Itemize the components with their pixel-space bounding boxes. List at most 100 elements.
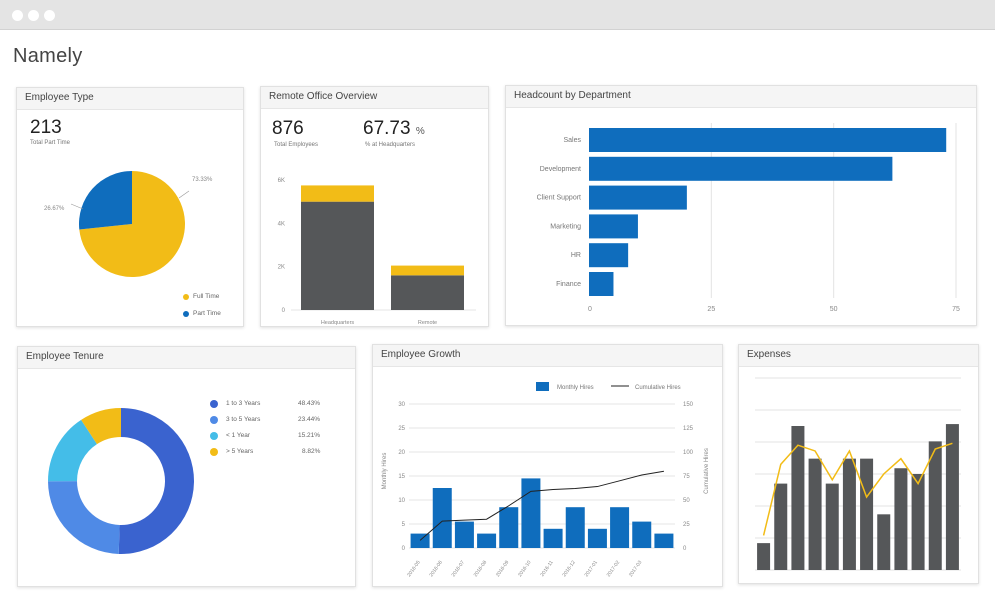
legend-label-3-5-years: 3 to 5 Years bbox=[226, 416, 261, 423]
card-title: Employee Growth bbox=[381, 349, 461, 360]
legend-full-time-label: Full Time bbox=[193, 293, 220, 300]
headquarters-percent-value: 67.73 bbox=[363, 118, 411, 139]
bar-expense bbox=[774, 483, 788, 570]
callout-line bbox=[178, 190, 190, 199]
donut-slice-3 bbox=[48, 419, 97, 482]
legend-cumulative-hires-label: Cumulative Hires bbox=[635, 385, 681, 391]
employee-growth-chart: Monthly Hires Cumulative Hires 0 5 10 15 20 25 3… bbox=[382, 382, 710, 579]
bar-client-support bbox=[589, 185, 687, 210]
x-tick-label: 2016-08 bbox=[473, 560, 489, 579]
line-cumulative-hires bbox=[419, 470, 665, 541]
y-tick-label: Marketing bbox=[550, 223, 581, 230]
y-axis-label: Monthly Hires bbox=[382, 453, 388, 490]
card-title: Headcount by Department bbox=[514, 90, 631, 101]
employee-growth-card: Employee Growth Monthly Hires Cumulative … bbox=[372, 344, 723, 587]
bar-marketing bbox=[589, 214, 638, 239]
bar-development bbox=[589, 156, 893, 181]
bar-monthly-hires bbox=[587, 528, 607, 548]
window-minimize-button[interactable] bbox=[28, 10, 39, 21]
pie-label-part-time: 26.67% bbox=[44, 206, 65, 212]
part-time-count-label: Total Part Time bbox=[30, 140, 71, 146]
bar-finance bbox=[589, 272, 614, 296]
legend-value-under-1-year: 15.21% bbox=[298, 432, 321, 439]
y-tick-label: 0 bbox=[402, 546, 406, 552]
legend-swatch-over-5-years bbox=[210, 448, 218, 456]
x-tick-label: 0 bbox=[588, 306, 592, 313]
x-tick-label: 50 bbox=[830, 306, 838, 313]
expenses-chart bbox=[755, 377, 961, 571]
remote-office-card: Remote Office Overview 876 Total Employe… bbox=[260, 86, 489, 327]
legend-monthly-hires-label: Monthly Hires bbox=[557, 385, 594, 391]
window-close-button[interactable] bbox=[12, 10, 23, 21]
y-tick-label: Finance bbox=[556, 281, 581, 288]
tenure-donut-chart bbox=[48, 408, 195, 554]
legend-swatch-3-5-years bbox=[210, 416, 218, 424]
y-tick-label: 20 bbox=[398, 450, 405, 456]
card-title: Expenses bbox=[747, 349, 791, 360]
bar-expense bbox=[894, 468, 908, 570]
y-tick-label: 0 bbox=[282, 308, 286, 314]
headquarters-percent: 67.73 % bbox=[363, 118, 425, 140]
x-tick-label: 2016-05 bbox=[406, 560, 422, 579]
legend-value-over-5-years: 8.82% bbox=[302, 448, 321, 455]
x-tick-label: 2016-07 bbox=[451, 560, 467, 579]
card-header: Remote Office Overview bbox=[261, 87, 488, 109]
y2-axis-label: Cumulative Hires bbox=[704, 448, 710, 494]
y-tick-label: 25 bbox=[398, 426, 405, 432]
card-header: Employee Type bbox=[17, 88, 243, 110]
y-tick-label: 4K bbox=[278, 221, 285, 227]
y-tick-label: 10 bbox=[398, 498, 405, 504]
x-tick-label: 2016-11 bbox=[539, 560, 554, 578]
bar-monthly-hires bbox=[454, 521, 474, 548]
headcount-card: Headcount by Department 0 25 50 75 Sales Deve… bbox=[505, 85, 977, 326]
x-tick-label: 2016-12 bbox=[561, 560, 577, 579]
percent-sign: % bbox=[415, 126, 425, 137]
bar-monthly-hires bbox=[610, 507, 630, 548]
x-tick-label: 2016-10 bbox=[517, 560, 533, 579]
legend-value-1-3-years: 48.43% bbox=[298, 400, 321, 407]
employee-tenure-card: Employee Tenure 1 to 3 Years 48.43% 3 to… bbox=[17, 346, 356, 587]
bar-expense bbox=[911, 474, 925, 570]
bar-expense bbox=[791, 426, 805, 570]
x-tick-label: Remote bbox=[418, 320, 437, 326]
donut-slice-1 bbox=[118, 408, 195, 554]
bar-expense bbox=[757, 543, 771, 570]
bar-remote-full-time bbox=[391, 275, 464, 310]
part-time-count: 213 bbox=[30, 117, 62, 138]
y-tick-label: 5 bbox=[402, 522, 406, 528]
bar-expense bbox=[945, 424, 959, 570]
bar-expense bbox=[825, 483, 839, 570]
card-header: Headcount by Department bbox=[506, 86, 976, 108]
bar-expense bbox=[877, 514, 891, 570]
bar-sales bbox=[589, 128, 947, 152]
y2-tick-label: 25 bbox=[683, 522, 690, 528]
bar-hr bbox=[589, 243, 629, 268]
bar-monthly-hires bbox=[565, 507, 585, 548]
y2-tick-label: 0 bbox=[683, 546, 687, 552]
bar-monthly-hires bbox=[654, 533, 674, 548]
bar-monthly-hires bbox=[432, 488, 452, 548]
legend-monthly-hires-swatch bbox=[536, 382, 549, 391]
bar-monthly-hires bbox=[521, 478, 541, 548]
y-tick-label: HR bbox=[571, 252, 581, 259]
y-tick-label: Sales bbox=[563, 137, 581, 144]
y-tick-label: Client Support bbox=[537, 195, 581, 202]
bar-headquarters-part-time bbox=[301, 185, 374, 202]
bar-remote-part-time bbox=[391, 265, 464, 276]
employee-type-card: Employee Type 213 Total Part Time 73.33%… bbox=[16, 87, 244, 327]
legend-swatch-1-3-years bbox=[210, 400, 218, 408]
headcount-bar-chart: 0 25 50 75 Sales Development Client Support Mar… bbox=[537, 123, 960, 313]
bar-expense bbox=[860, 458, 874, 570]
card-title: Employee Tenure bbox=[26, 351, 104, 362]
pie-slice-full-time bbox=[79, 171, 186, 277]
bar-monthly-hires bbox=[543, 528, 563, 548]
donut-slice-4 bbox=[81, 408, 121, 445]
legend-label-under-1-year: < 1 Year bbox=[226, 432, 251, 439]
card-header: Employee Growth bbox=[373, 345, 722, 367]
card-header: Expenses bbox=[739, 345, 978, 367]
x-tick-label: 2016-09 bbox=[495, 560, 511, 579]
y-tick-label: 6K bbox=[278, 178, 285, 184]
window-maximize-button[interactable] bbox=[44, 10, 55, 21]
donut-slice-2 bbox=[48, 481, 120, 554]
y-tick-label: 30 bbox=[398, 402, 405, 408]
